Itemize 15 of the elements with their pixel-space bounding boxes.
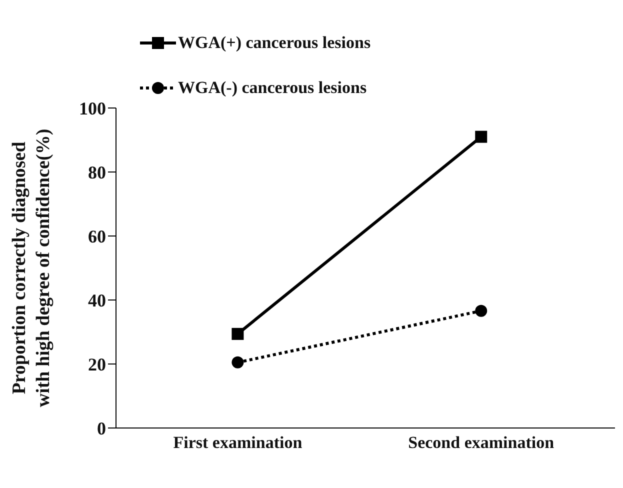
y-tick-label: 0 — [97, 418, 106, 438]
point — [232, 356, 244, 368]
y-tick-label: 100 — [79, 98, 106, 118]
y-tick-label: 80 — [88, 162, 106, 182]
y-tick-label: 60 — [88, 226, 106, 246]
y-tick-label: 20 — [88, 354, 106, 374]
x-tick-label: Second examination — [408, 433, 555, 452]
x-tick-label: First examination — [173, 433, 303, 452]
legend-label: WGA(+) cancerous lesions — [178, 32, 371, 52]
y-axis-title: Proportion correctly diagnosed with high degree of confidence(%) — [9, 128, 54, 408]
y-tick-label: 40 — [88, 290, 106, 310]
point — [475, 130, 488, 143]
point — [475, 304, 488, 317]
legend-label: WGA(-) cancerous lesions — [178, 78, 367, 98]
point — [232, 328, 244, 340]
